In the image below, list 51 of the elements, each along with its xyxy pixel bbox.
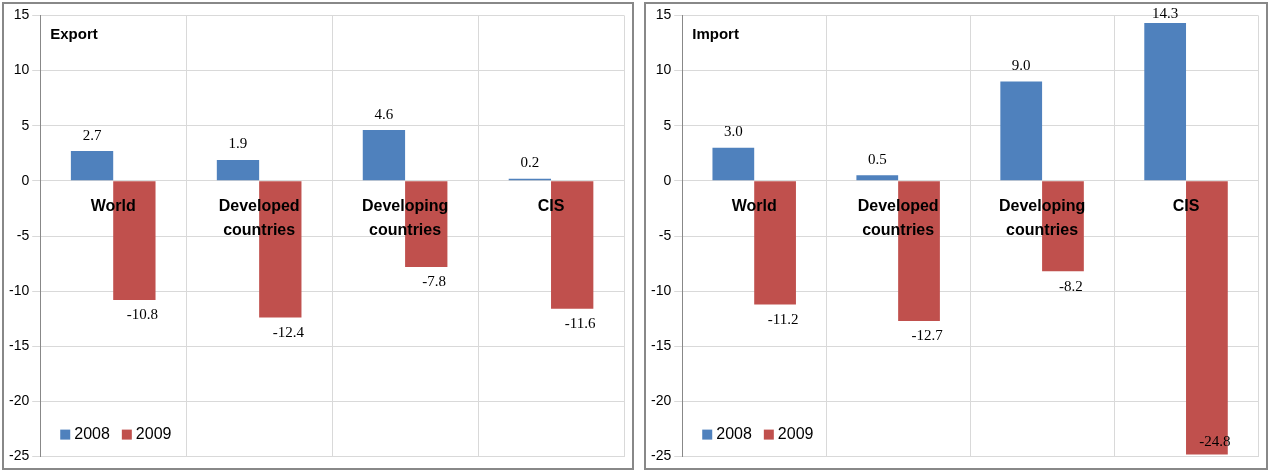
bar [856,175,899,181]
y-tick-label: 15 [13,6,30,23]
bar [70,151,114,181]
data-label: -12.4 [272,324,305,341]
legend-label: 2008 [716,425,752,443]
y-tick-label: -5 [658,226,672,243]
bar [712,147,755,181]
x-tick-label: World [731,197,777,215]
data-label: 0.2 [520,154,540,171]
y-tick-label: -20 [9,392,30,409]
x-tick-label: CIS [537,197,565,215]
data-label: 14.3 [1152,4,1179,21]
y-tick-label: 5 [21,116,30,133]
data-label: -7.8 [422,273,447,290]
y-tick-label: -15 [651,337,672,354]
y-tick-label: -20 [651,392,672,409]
bar [1144,23,1187,181]
y-tick-label: -5 [16,226,30,243]
data-label: -12.7 [911,327,944,344]
data-label: -8.2 [1059,277,1083,294]
bar [362,130,406,181]
y-tick-label: 0 [663,171,672,188]
legend-label: 2009 [135,425,172,443]
y-tick-label: 15 [655,6,672,23]
y-tick-label: 0 [21,171,30,188]
y-tick-label: -10 [651,282,672,299]
y-tick-label: -25 [651,447,672,464]
data-label: -11.2 [767,310,799,327]
bar [1000,81,1043,181]
y-tick-label: -25 [9,447,30,464]
text: Export [50,25,98,43]
y-tick-label: -10 [9,282,30,299]
text: Import [692,25,739,43]
legend-label: 2009 [777,425,814,443]
x-tick-label: Developing countries [361,197,449,239]
y-tick-label: 10 [655,61,672,78]
y-tick-label: 5 [663,116,672,133]
data-label: 4.6 [374,105,394,122]
bar [216,159,260,181]
x-tick-label: CIS [1172,197,1200,215]
data-label: 9.0 [1011,57,1031,74]
data-label: 0.5 [867,150,887,167]
data-label: 1.9 [228,135,248,152]
data-label: -11.6 [564,315,597,332]
x-tick-label: World [90,197,136,215]
legend-label: 2008 [74,425,110,443]
y-tick-label: 10 [13,61,30,78]
data-label: 3.0 [723,123,743,140]
data-label: -10.8 [126,306,158,323]
y-tick-label: -15 [9,337,30,354]
data-label: 2.7 [82,126,102,143]
